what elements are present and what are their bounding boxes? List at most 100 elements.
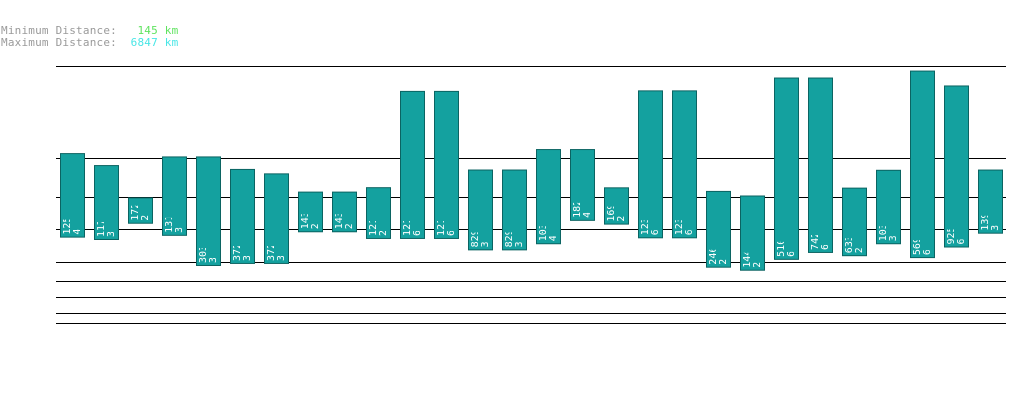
bar-min-label: 303 km bbox=[198, 227, 209, 263]
bar-max-label: 2642 km bbox=[752, 226, 763, 268]
bar-max-label: 2773 km bbox=[310, 187, 321, 229]
distance-summary: Minimum Distance: 145 km Maximum Distanc… bbox=[1, 25, 178, 49]
range-bar-group: 1438 km2773 km bbox=[298, 187, 323, 233]
bar-max-label: 2907 km bbox=[854, 211, 865, 253]
range-bar-group: 1438 km2773 km bbox=[332, 187, 357, 233]
bar-min-label: 1213 km bbox=[368, 194, 379, 236]
bar-max-label: 2917 km bbox=[616, 179, 627, 221]
range-bar-group: 17252578 bbox=[128, 197, 153, 224]
range-bar bbox=[60, 153, 85, 238]
range-bar-group: 1035 km3507 km bbox=[876, 169, 901, 245]
range-bar bbox=[706, 190, 731, 268]
bar-max-label: 3536 km bbox=[242, 219, 253, 261]
bar-min-label: 1235 km bbox=[640, 193, 651, 235]
bar-max-label: 6180 km bbox=[650, 193, 661, 235]
max-distance-value: 6847 km bbox=[130, 36, 179, 49]
bar-min-label: 829 km bbox=[470, 211, 481, 247]
bar-max-label: 6612 km bbox=[820, 208, 831, 250]
bar-min-label: 1235 km bbox=[674, 193, 685, 235]
range-bar-group: 1822 km4205 km bbox=[570, 149, 595, 221]
bar-min-label: 569 km bbox=[912, 219, 923, 255]
min-distance-label: Minimum Distance: bbox=[1, 24, 117, 37]
range-bar bbox=[740, 195, 765, 271]
range-bar bbox=[774, 77, 799, 260]
range-bar bbox=[978, 169, 1003, 234]
bar-max-label: 6846 km bbox=[922, 213, 933, 255]
range-bar-group: 246 km2796 km bbox=[706, 190, 731, 268]
bar-min-label: 1438 km bbox=[300, 187, 311, 229]
bar-max-label: 3387 km bbox=[276, 219, 287, 261]
bar-max-label: 3515 km bbox=[990, 189, 1001, 231]
bar-min-label: 1696 km bbox=[606, 179, 617, 221]
range-bar bbox=[502, 169, 527, 251]
bar-min-label: 1438 km bbox=[334, 187, 345, 229]
bar-max-label: 6612 km bbox=[786, 215, 797, 257]
bar-max-label: 6162 km bbox=[446, 194, 457, 236]
bar-min-label: 742 km bbox=[810, 214, 821, 250]
range-bar-group: 1235 km6180 km bbox=[672, 90, 697, 239]
range-bar-group: 1213 km6162 km bbox=[434, 90, 459, 239]
bar-min-label: 1213 km bbox=[436, 194, 447, 236]
range-bar bbox=[468, 169, 493, 251]
range-bar bbox=[672, 90, 697, 239]
bar-max-label: 3516 km bbox=[514, 205, 525, 247]
bar-min-label: 144 km bbox=[742, 232, 753, 268]
min-distance-value: 145 km bbox=[137, 24, 179, 37]
range-bar-group: 1390 km3515 km bbox=[978, 169, 1003, 234]
bar-max-label: 4205 km bbox=[548, 199, 559, 241]
bar-min-label: 1390 km bbox=[980, 189, 991, 231]
bar-max-label: 3507 km bbox=[888, 199, 899, 241]
range-bar bbox=[264, 173, 289, 264]
range-bar-group: 1178 km3666 km bbox=[94, 165, 119, 240]
range-bar-group: 1696 km2917 km bbox=[604, 179, 629, 225]
bar-min-label: 1822 km bbox=[572, 176, 583, 218]
range-bar-group: 569 km6846 km bbox=[910, 70, 935, 259]
range-bar-group: 633 km2907 km bbox=[842, 187, 867, 257]
range-bar-group: 925 km6345 km bbox=[944, 85, 969, 248]
range-bar-group: 829 km3516 km bbox=[468, 169, 493, 251]
range-bar bbox=[196, 156, 221, 266]
range-bar-group: 1318 km3957 km bbox=[162, 156, 187, 236]
range-bar-group: 742 km6612 km bbox=[808, 77, 833, 253]
bar-series: 1258 km4069 km 1178 km3666 km 17252578 1318… bbox=[60, 70, 1003, 271]
range-bar bbox=[162, 156, 187, 236]
range-bar-group: 1258 km4069 km bbox=[60, 153, 85, 238]
range-bar bbox=[332, 191, 357, 233]
bar-max-label: 4205 km bbox=[582, 176, 593, 218]
range-bar bbox=[536, 149, 561, 245]
range-bar bbox=[638, 90, 663, 239]
max-distance-row: Maximum Distance: 6847 km bbox=[1, 37, 178, 49]
bar-max-label: 6180 km bbox=[684, 193, 695, 235]
range-bar bbox=[298, 191, 323, 233]
bar-min-label: 1258 km bbox=[62, 192, 73, 234]
range-bar-group: 1213 km2922 km bbox=[366, 187, 391, 239]
range-bar bbox=[400, 90, 425, 239]
bar-max-label: 2578 bbox=[140, 197, 151, 221]
bar-min-label: 925 km bbox=[946, 208, 957, 244]
bar-min-label: 1035 km bbox=[538, 199, 549, 241]
max-distance-label: Maximum Distance: bbox=[1, 36, 117, 49]
range-bar-group: 144 km2642 km bbox=[740, 195, 765, 271]
range-bar-group: 303 km3957 km bbox=[196, 156, 221, 266]
bar-min-label: 372 km bbox=[232, 225, 243, 261]
range-bar-group: 1235 km6180 km bbox=[638, 90, 663, 239]
range-bar-group: 510 km6612 km bbox=[774, 77, 799, 260]
bar-max-label: 2796 km bbox=[718, 223, 729, 265]
bar-min-label: 1318 km bbox=[164, 191, 175, 233]
range-bar-group: 829 km3516 km bbox=[502, 169, 527, 251]
range-bar bbox=[128, 197, 153, 224]
range-bar bbox=[94, 165, 119, 240]
min-distance-row: Minimum Distance: 145 km bbox=[1, 25, 178, 37]
range-bar bbox=[944, 85, 969, 248]
bar-max-label: 6345 km bbox=[956, 202, 967, 244]
bar-min-label: 1213 km bbox=[402, 194, 413, 236]
range-bar-group: 372 km3387 km bbox=[264, 173, 289, 264]
bar-max-label: 6162 km bbox=[412, 194, 423, 236]
range-bar bbox=[910, 70, 935, 259]
range-bar bbox=[808, 77, 833, 253]
range-bar-group: 1213 km6162 km bbox=[400, 90, 425, 239]
bar-min-label: 246 km bbox=[708, 229, 719, 265]
bar-min-label: 372 km bbox=[266, 225, 277, 261]
bar-max-label: 4069 km bbox=[72, 192, 83, 234]
